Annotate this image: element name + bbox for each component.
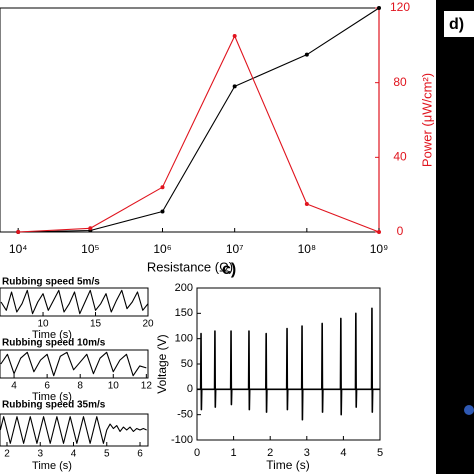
y-tick-label: 50 <box>181 358 193 370</box>
y-tick-label: 150 <box>175 307 193 319</box>
x-axis-label: Time (s) <box>32 391 72 403</box>
x-axis-label: Resistance (Ω) <box>147 259 233 274</box>
x-axis-label: Time (s) <box>32 460 72 472</box>
x-tick-label: 10⁹ <box>370 242 389 256</box>
x-tick-label: 10⁵ <box>81 242 99 256</box>
y-tick-label: 100 <box>175 333 193 345</box>
panel-title: Rubbing speed 5m/s <box>2 277 100 288</box>
x-tick-label: 10⁸ <box>298 242 316 256</box>
x-tick-label: 2 <box>267 447 273 459</box>
x-tick-label: 3 <box>37 449 43 460</box>
data-line <box>0 289 149 315</box>
panel-title: Rubbing speed 10m/s <box>2 338 106 349</box>
x-tick-label: 1 <box>231 447 237 459</box>
data-point <box>232 34 237 38</box>
data-line <box>197 307 380 421</box>
panel-d-label: d) <box>449 16 464 33</box>
x-tick-label: 10⁴ <box>9 242 28 256</box>
y-tick-label: 0 <box>187 383 193 395</box>
x-tick-label: 4 <box>340 447 346 459</box>
y-axis-label: Voltage (V) <box>155 334 169 393</box>
x-tick-label: 10 <box>37 319 49 330</box>
data-line <box>0 416 147 444</box>
y-tick-label: -100 <box>171 434 193 446</box>
x-tick-label: 4 <box>71 449 77 460</box>
x-tick-label: 15 <box>90 319 102 330</box>
x-tick-label: 4 <box>11 381 17 392</box>
data-point <box>232 84 237 89</box>
y2-tick-label: 120 <box>390 0 410 14</box>
glow-spot <box>464 405 474 415</box>
y2-tick-label: 80 <box>393 75 407 89</box>
x-axis-label: Time (s) <box>266 458 310 472</box>
x-tick-label: 20 <box>142 319 154 330</box>
x-tick-label: 8 <box>77 381 83 392</box>
x-tick-label: 3 <box>304 447 310 459</box>
panel-label: c) <box>222 261 236 278</box>
plot-frame <box>196 287 381 441</box>
panel-d-image <box>436 0 474 474</box>
data-point <box>304 52 309 57</box>
x-tick-label: 5 <box>104 449 110 460</box>
x-tick-label: 6 <box>137 449 143 460</box>
x-tick-label: 2 <box>4 449 10 460</box>
y2-tick-label: 40 <box>393 150 407 164</box>
y-tick-label: -50 <box>177 409 193 421</box>
x-tick-label: 10⁶ <box>153 242 171 256</box>
data-point <box>160 209 165 214</box>
data-line <box>18 35 380 233</box>
x-tick-label: 6 <box>44 381 50 392</box>
y2-axis-label: Power (μW/cm²) <box>419 73 434 167</box>
data-line <box>18 7 380 233</box>
plot-frame <box>0 349 149 379</box>
plot-frame <box>0 7 380 233</box>
data-point <box>88 226 93 231</box>
data-point <box>377 6 381 10</box>
x-tick-label: 5 <box>377 447 383 459</box>
x-tick-label: 0 <box>194 447 200 459</box>
plot-frame <box>0 287 149 317</box>
data-point <box>16 230 21 234</box>
x-tick-label: 10 <box>108 381 120 392</box>
data-point <box>160 185 165 190</box>
panel-d-label-box <box>444 11 474 37</box>
x-tick-label: 10⁷ <box>226 242 244 256</box>
x-tick-label: 12 <box>141 381 153 392</box>
data-line <box>0 351 147 377</box>
x-axis-label: Time (s) <box>32 329 72 341</box>
data-point <box>304 202 309 206</box>
y2-tick-label: 0 <box>397 224 404 238</box>
y-tick-label: 200 <box>175 282 193 294</box>
data-point <box>377 230 381 234</box>
panel-title: Rubbing speed 35m/s <box>2 400 106 411</box>
